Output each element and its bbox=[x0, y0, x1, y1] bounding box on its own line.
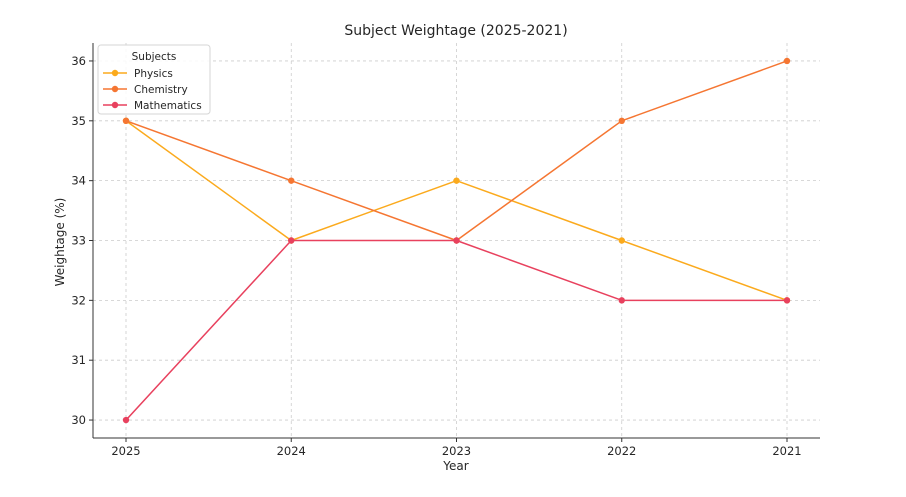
data-point-chemistry bbox=[288, 177, 295, 184]
x-tick-label: 2025 bbox=[111, 444, 140, 458]
y-tick-label: 31 bbox=[71, 353, 86, 367]
x-axis-label: Year bbox=[442, 459, 468, 473]
series-layer bbox=[122, 57, 791, 424]
y-axis-label: Weightage (%) bbox=[53, 198, 67, 287]
y-tick-label: 35 bbox=[71, 114, 86, 128]
y-tick-label: 33 bbox=[71, 234, 86, 248]
data-point-mathematics bbox=[453, 237, 460, 244]
legend-marker-physics bbox=[111, 69, 119, 77]
legend-label-physics: Physics bbox=[134, 68, 173, 80]
data-point-mathematics bbox=[618, 297, 625, 304]
data-point-mathematics bbox=[783, 297, 791, 304]
axes: 2025 2024 2023 2022 2021 30 31 32 33 34 35 36 bbox=[71, 43, 820, 458]
data-point-chemistry bbox=[783, 57, 791, 65]
data-point-mathematics bbox=[288, 237, 295, 244]
x-tick-label: 2022 bbox=[607, 444, 636, 458]
legend-entries: Physics Chemistry Mathematics bbox=[103, 68, 202, 112]
data-point-physics bbox=[453, 177, 460, 184]
x-tick-label: 2024 bbox=[277, 444, 306, 458]
data-point-chemistry bbox=[618, 117, 625, 125]
data-point-physics bbox=[618, 237, 625, 244]
y-tick-label: 34 bbox=[71, 174, 86, 188]
legend-frame bbox=[97, 44, 211, 115]
legend-marker-mathematics bbox=[111, 101, 119, 109]
legend: Subjects Physics Chemistry Mathematics bbox=[97, 44, 211, 115]
chart-title: Subject Weightage (2025-2021) bbox=[344, 23, 567, 39]
legend-marker-chemistry bbox=[111, 85, 119, 93]
data-point-mathematics bbox=[122, 416, 130, 424]
y-tick-label: 30 bbox=[71, 413, 86, 427]
legend-label-mathematics: Mathematics bbox=[134, 100, 202, 112]
legend-label-chemistry: Chemistry bbox=[134, 84, 188, 96]
x-tick-label: 2021 bbox=[772, 444, 801, 458]
y-tick-label: 32 bbox=[71, 293, 86, 307]
legend-title: Subjects bbox=[132, 51, 177, 63]
data-point-chemistry bbox=[122, 117, 130, 125]
grid bbox=[93, 43, 820, 438]
x-tick-label: 2023 bbox=[442, 444, 471, 458]
y-tick-label: 36 bbox=[71, 54, 86, 68]
